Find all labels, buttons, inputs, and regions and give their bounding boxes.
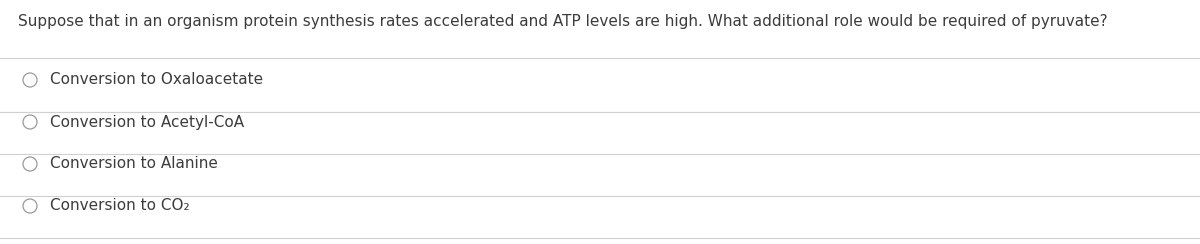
Text: Suppose that in an organism protein synthesis rates accelerated and ATP levels a: Suppose that in an organism protein synt… bbox=[18, 14, 1108, 29]
Text: Conversion to Alanine: Conversion to Alanine bbox=[50, 156, 218, 172]
Text: Conversion to Oxaloacetate: Conversion to Oxaloacetate bbox=[50, 72, 263, 88]
Text: Conversion to Acetyl-CoA: Conversion to Acetyl-CoA bbox=[50, 114, 244, 130]
Text: Conversion to CO₂: Conversion to CO₂ bbox=[50, 199, 190, 214]
